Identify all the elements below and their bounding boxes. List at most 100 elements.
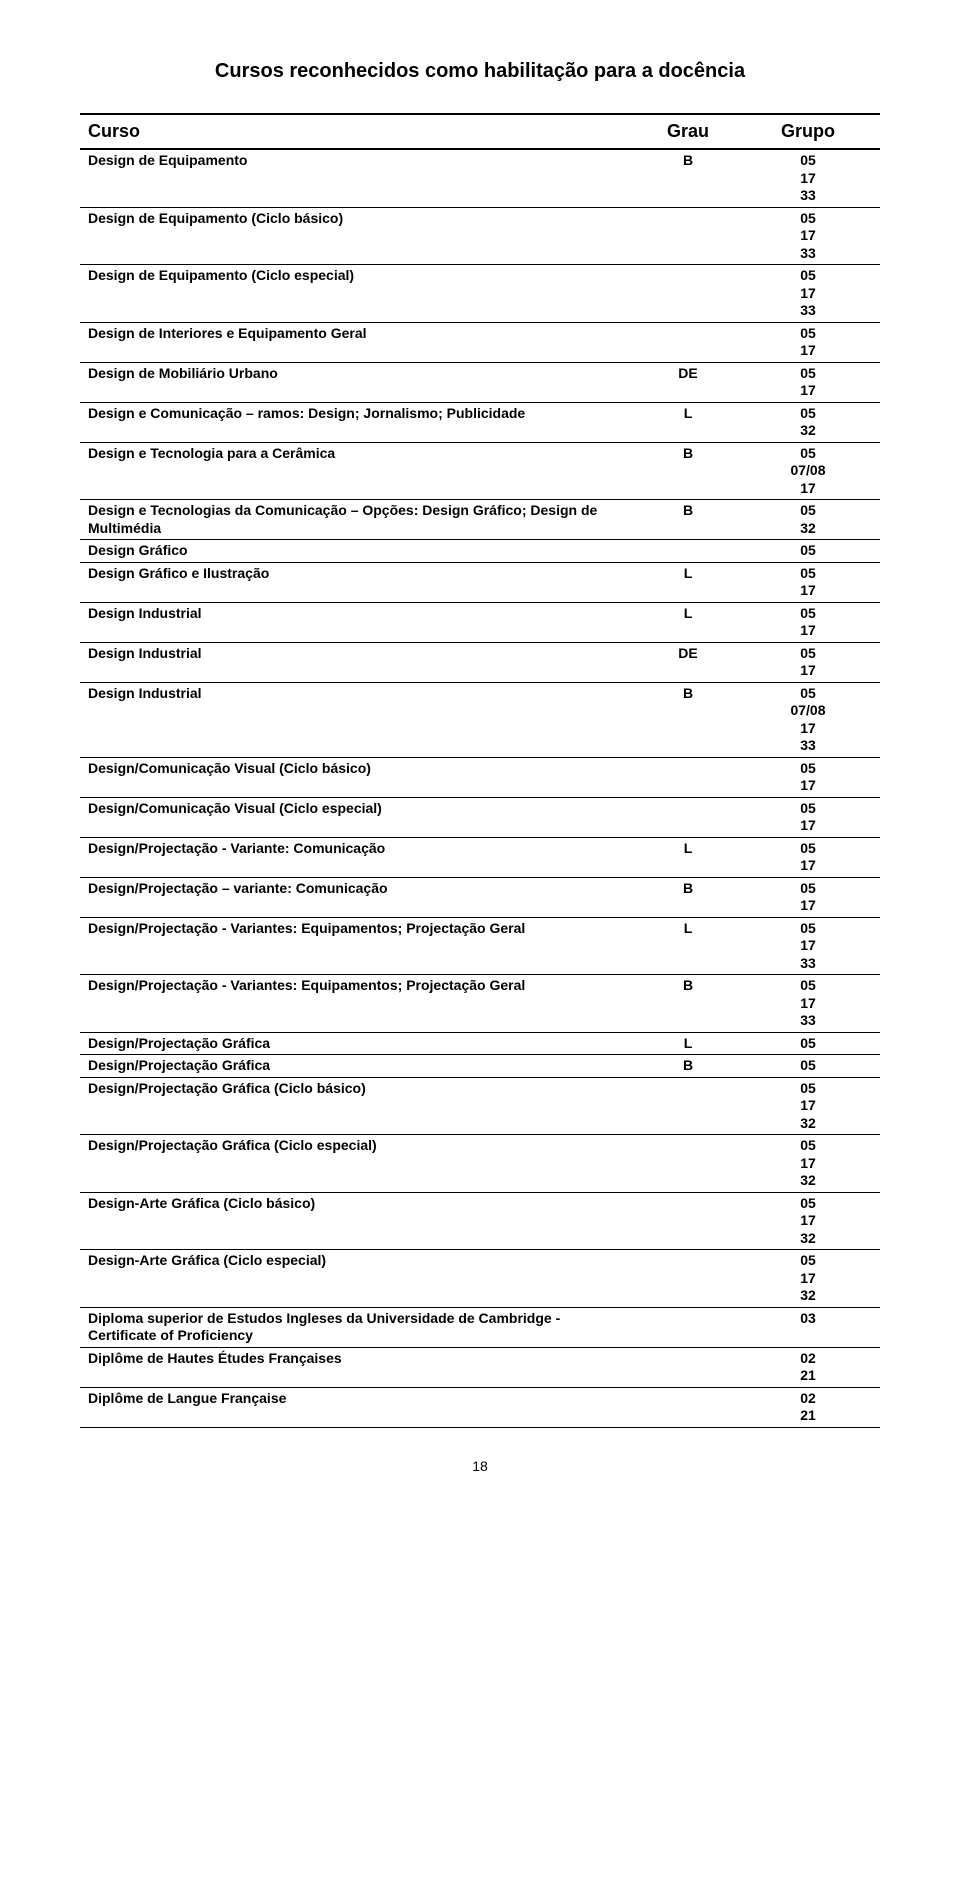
cell-grupo: 02 21 xyxy=(736,1387,880,1427)
cell-grau xyxy=(640,265,736,323)
cell-curso: Design/Projectação Gráfica xyxy=(80,1055,640,1078)
cell-grau xyxy=(640,797,736,837)
cell-curso: Design de Equipamento (Ciclo básico) xyxy=(80,207,640,265)
table-row: Design/Projectação - Variantes: Equipame… xyxy=(80,917,880,975)
cell-grau xyxy=(640,1250,736,1308)
cell-grupo: 05 17 xyxy=(736,837,880,877)
cell-grupo: 05 17 32 xyxy=(736,1135,880,1193)
cell-curso: Design Industrial xyxy=(80,602,640,642)
cell-grau xyxy=(640,1077,736,1135)
table-row: Diploma superior de Estudos Ingleses da … xyxy=(80,1307,880,1347)
cell-grupo: 05 32 xyxy=(736,500,880,540)
cell-grau xyxy=(640,322,736,362)
cell-curso: Design Gráfico e Ilustração xyxy=(80,562,640,602)
cell-grupo: 03 xyxy=(736,1307,880,1347)
cell-grupo: 05 07/08 17 33 xyxy=(736,682,880,757)
cell-grupo: 05 17 xyxy=(736,797,880,837)
cell-grau xyxy=(640,757,736,797)
table-row: Design Gráfico e IlustraçãoL05 17 xyxy=(80,562,880,602)
table-row: Design/Projectação - Variante: Comunicaç… xyxy=(80,837,880,877)
cell-grau: B xyxy=(640,1055,736,1078)
table-row: Design e Comunicação – ramos: Design; Jo… xyxy=(80,402,880,442)
cell-grau: DE xyxy=(640,362,736,402)
cell-grupo: 05 07/08 17 xyxy=(736,442,880,500)
cell-grau xyxy=(640,1387,736,1427)
cell-curso: Design/Projectação Gráfica xyxy=(80,1032,640,1055)
cell-grau: B xyxy=(640,877,736,917)
cell-grau: B xyxy=(640,500,736,540)
cell-grau xyxy=(640,1192,736,1250)
table-row: Design de Mobiliário UrbanoDE05 17 xyxy=(80,362,880,402)
cell-grau: B xyxy=(640,975,736,1033)
cell-curso: Design e Tecnologias da Comunicação – Op… xyxy=(80,500,640,540)
cell-curso: Diplôme de Hautes Études Françaises xyxy=(80,1347,640,1387)
cell-grau: B xyxy=(640,442,736,500)
cell-curso: Design de Mobiliário Urbano xyxy=(80,362,640,402)
table-row: Design/Projectação Gráfica (Ciclo básico… xyxy=(80,1077,880,1135)
cell-curso: Design-Arte Gráfica (Ciclo básico) xyxy=(80,1192,640,1250)
table-row: Design e Tecnologias da Comunicação – Op… xyxy=(80,500,880,540)
table-row: Design IndustrialDE05 17 xyxy=(80,642,880,682)
table-row: Diplôme de Hautes Études Françaises 02 21 xyxy=(80,1347,880,1387)
cell-grupo: 05 17 xyxy=(736,602,880,642)
cell-grupo: 05 xyxy=(736,1032,880,1055)
cell-grau xyxy=(640,540,736,563)
cell-curso: Diplôme de Langue Française xyxy=(80,1387,640,1427)
table-row: Design Gráfico05 xyxy=(80,540,880,563)
cell-grupo: 05 xyxy=(736,1055,880,1078)
cell-curso: Design de Interiores e Equipamento Geral xyxy=(80,322,640,362)
cell-curso: Design Industrial xyxy=(80,682,640,757)
cell-curso: Design/Projectação - Variantes: Equipame… xyxy=(80,917,640,975)
cell-grau: L xyxy=(640,402,736,442)
cell-grupo: 05 17 32 xyxy=(736,1192,880,1250)
cell-grupo: 05 17 33 xyxy=(736,149,880,207)
cell-grau: B xyxy=(640,682,736,757)
table-row: Design IndustrialB05 07/08 17 33 xyxy=(80,682,880,757)
cell-grupo: 05 xyxy=(736,540,880,563)
table-row: Design/Projectação - Variantes: Equipame… xyxy=(80,975,880,1033)
col-header-grau: Grau xyxy=(640,114,736,149)
cell-grupo: 02 21 xyxy=(736,1347,880,1387)
cell-curso: Design e Tecnologia para a Cerâmica xyxy=(80,442,640,500)
table-row: Design/Projectação – variante: Comunicaç… xyxy=(80,877,880,917)
cell-grupo: 05 17 xyxy=(736,642,880,682)
cell-curso: Design-Arte Gráfica (Ciclo especial) xyxy=(80,1250,640,1308)
cell-grupo: 05 17 33 xyxy=(736,265,880,323)
cell-grau xyxy=(640,1307,736,1347)
cell-curso: Diploma superior de Estudos Ingleses da … xyxy=(80,1307,640,1347)
page-number: 18 xyxy=(80,1458,880,1474)
table-row: Design de Interiores e Equipamento Geral… xyxy=(80,322,880,362)
cell-grupo: 05 17 33 xyxy=(736,975,880,1033)
courses-table: Curso Grau Grupo Design de EquipamentoB0… xyxy=(80,113,880,1428)
cell-grupo: 05 32 xyxy=(736,402,880,442)
cell-grupo: 05 17 33 xyxy=(736,917,880,975)
cell-grau xyxy=(640,207,736,265)
table-row: Design/Comunicação Visual (Ciclo especia… xyxy=(80,797,880,837)
cell-grupo: 05 17 32 xyxy=(736,1077,880,1135)
table-row: Design-Arte Gráfica (Ciclo básico) 05 17 … xyxy=(80,1192,880,1250)
table-row: Design de EquipamentoB05 17 33 xyxy=(80,149,880,207)
table-row: Design/Comunicação Visual (Ciclo básico)… xyxy=(80,757,880,797)
cell-grau: L xyxy=(640,917,736,975)
cell-grau xyxy=(640,1347,736,1387)
table-row: Design e Tecnologia para a CerâmicaB05 0… xyxy=(80,442,880,500)
cell-grau: L xyxy=(640,1032,736,1055)
cell-curso: Design/Projectação – variante: Comunicaç… xyxy=(80,877,640,917)
table-row: Design/Projectação Gráfica (Ciclo especi… xyxy=(80,1135,880,1193)
cell-curso: Design/Comunicação Visual (Ciclo especia… xyxy=(80,797,640,837)
table-row: Design IndustrialL05 17 xyxy=(80,602,880,642)
cell-grupo: 05 17 xyxy=(736,322,880,362)
cell-grupo: 05 17 xyxy=(736,362,880,402)
cell-curso: Design de Equipamento xyxy=(80,149,640,207)
col-header-curso: Curso xyxy=(80,114,640,149)
cell-grau: DE xyxy=(640,642,736,682)
table-header-row: Curso Grau Grupo xyxy=(80,114,880,149)
cell-curso: Design e Comunicação – ramos: Design; Jo… xyxy=(80,402,640,442)
cell-grupo: 05 17 xyxy=(736,562,880,602)
cell-grupo: 05 17 32 xyxy=(736,1250,880,1308)
page-title: Cursos reconhecidos como habilitação par… xyxy=(80,60,880,83)
cell-curso: Design/Projectação - Variantes: Equipame… xyxy=(80,975,640,1033)
table-row: Design/Projectação GráficaL05 xyxy=(80,1032,880,1055)
cell-grupo: 05 17 xyxy=(736,877,880,917)
cell-grau: B xyxy=(640,149,736,207)
